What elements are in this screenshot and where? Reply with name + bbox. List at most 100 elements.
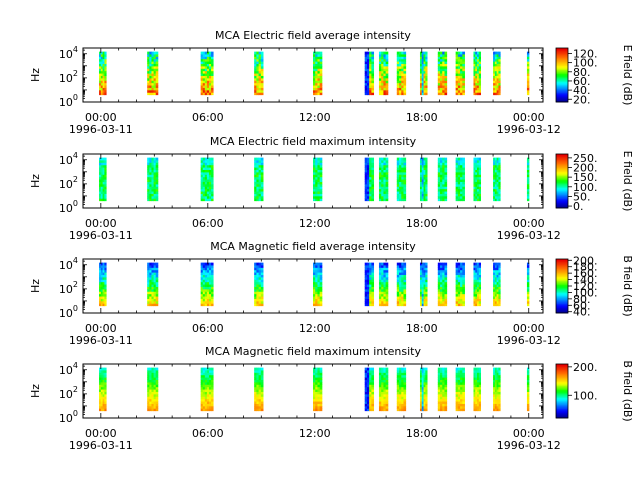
colorbar-tick-label: 60.	[573, 75, 591, 88]
colorbar-swatch	[556, 373, 568, 376]
spectrogram-pass	[254, 51, 264, 96]
colorbar-swatch	[556, 156, 568, 159]
y-tick-label: 102	[59, 280, 78, 296]
colorbar-swatch	[556, 48, 568, 50]
colorbar-swatch	[556, 365, 568, 368]
colorbar-swatch	[556, 384, 568, 386]
spectrogram-pass	[437, 367, 448, 412]
spectrogram-pass	[254, 367, 264, 412]
colorbar-frame	[555, 363, 569, 419]
colorbar-swatch	[556, 263, 568, 265]
colorbar-swatch	[556, 260, 568, 263]
colorbar-swatch	[556, 303, 568, 306]
chart-title: MCA Electric field average intensity	[215, 29, 411, 42]
colorbar-swatch	[556, 415, 568, 418]
colorbar-frame	[555, 47, 569, 103]
y-tick-label: 100	[59, 199, 78, 215]
spectrogram-pass	[364, 367, 375, 412]
spectrogram-pass	[419, 262, 428, 307]
colorbar-swatch	[556, 160, 568, 163]
x-tick-label: 12:00	[299, 217, 331, 230]
colorbar-swatch	[556, 381, 568, 384]
colorbar-swatch	[556, 50, 568, 53]
colorbar-tick-label: 80.	[573, 293, 591, 306]
spectrogram-pass	[455, 51, 465, 96]
spectrogram-pass	[200, 367, 214, 412]
colorbar-swatch	[556, 388, 568, 391]
colorbar-swatch	[556, 299, 568, 302]
spectrogram-pass	[526, 262, 530, 307]
spectrogram-pass	[313, 51, 323, 96]
colorbar-swatch	[556, 201, 568, 203]
colorbar-swatch	[556, 294, 568, 296]
spectrogram-pass	[526, 51, 530, 96]
spectrogram-pass	[437, 262, 448, 307]
colorbar-swatch	[556, 62, 568, 65]
colorbar-swatch	[556, 179, 568, 182]
colorbar-swatch	[556, 58, 568, 61]
y-tick-label: 102	[59, 385, 78, 401]
colorbar: 20.40.60.80.100.120. E field (dB)	[555, 45, 634, 106]
colorbar-swatch	[556, 259, 568, 261]
spectrogram-pass	[313, 367, 323, 412]
colorbar: 40.60.80.100.120.140.160.180.200. B field…	[555, 254, 634, 319]
spectrogram-pass	[378, 157, 389, 202]
colorbar-swatch	[556, 92, 568, 95]
colorbar-swatch	[556, 49, 568, 52]
colorbar-swatch	[556, 81, 568, 84]
spectrogram-pass	[147, 367, 159, 412]
y-tick-label: 104	[59, 151, 78, 167]
spectrogram-pass	[99, 367, 107, 412]
colorbar-tick-label: 250.	[573, 152, 598, 165]
colorbar-swatch	[556, 300, 568, 303]
colorbar-swatch	[556, 100, 568, 103]
y-tick-label: 102	[59, 175, 78, 191]
colorbar-swatch	[556, 392, 568, 395]
colorbar-swatch	[556, 203, 568, 206]
colorbar-swatch	[556, 53, 568, 56]
colorbar-swatch	[556, 416, 568, 419]
spectrogram-pass	[396, 51, 407, 96]
colorbar-tick-label: 160.	[573, 267, 598, 280]
colorbar-swatch	[556, 409, 568, 412]
spectrogram-pass	[99, 262, 107, 307]
colorbar-swatch	[556, 291, 568, 294]
x-tick-label: 06:00	[192, 322, 224, 335]
colorbar-swatch	[556, 404, 568, 407]
colorbar-tick-label: 200.	[573, 361, 598, 374]
colorbar-swatch	[556, 374, 568, 377]
spectrogram-pass	[419, 367, 428, 412]
colorbar-swatch	[556, 389, 568, 392]
colorbar-swatch	[556, 386, 568, 389]
colorbar: 0.50.100.150.200.250. E field (dB)	[555, 151, 634, 213]
colorbar-tick-label: 100.	[573, 286, 598, 299]
colorbar-swatch	[556, 368, 568, 370]
spectrogram-pass	[147, 262, 159, 307]
spectrogram-pass	[99, 51, 107, 96]
colorbar-swatch	[556, 91, 568, 93]
spectrogram-pass	[313, 262, 323, 307]
colorbar-swatch	[556, 269, 568, 272]
colorbar-swatch	[556, 174, 568, 176]
colorbar-swatch	[556, 283, 568, 286]
colorbar-tick-label: 40.	[573, 84, 591, 97]
colorbar-swatch	[556, 271, 568, 273]
spectrogram-pass	[473, 262, 481, 307]
colorbar-swatch	[556, 401, 568, 404]
colorbar-swatch	[556, 296, 568, 299]
colorbar-swatch	[556, 273, 568, 276]
colorbar-swatch	[556, 64, 568, 66]
colorbar-swatch	[556, 93, 568, 96]
spectrogram-pass	[437, 51, 448, 96]
colorbar-swatch	[556, 163, 568, 166]
colorbar-swatch	[556, 186, 568, 189]
colorbar-swatch	[556, 77, 568, 80]
spectrogram-pass	[493, 367, 501, 412]
spectrogram-pass	[378, 262, 389, 307]
colorbar-swatch	[556, 292, 568, 295]
y-tick-label: 104	[59, 45, 78, 61]
x-date-label: 1996-03-11	[69, 334, 133, 347]
colorbar-swatch	[556, 399, 568, 401]
colorbar-swatch	[556, 57, 568, 60]
colorbar-swatch	[556, 190, 568, 193]
